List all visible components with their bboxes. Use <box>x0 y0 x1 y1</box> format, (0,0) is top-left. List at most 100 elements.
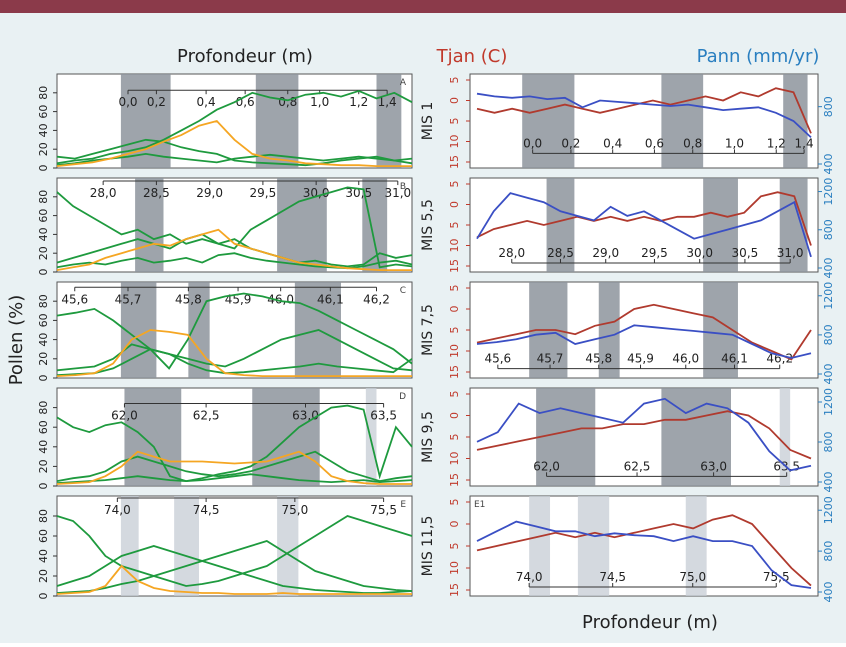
tjan-tick-label: 5 <box>448 543 461 550</box>
tjan-tick-label: 0 <box>448 201 461 208</box>
y-tick-label: 60 <box>37 529 50 543</box>
tjan-tick-label: 5 <box>448 434 461 441</box>
depth-tick-label: 0,6 <box>645 136 664 150</box>
shaded-band <box>779 388 791 486</box>
shaded-band <box>255 74 299 168</box>
climate-series-tjan <box>476 87 812 134</box>
depth-tick-label: 45,9 <box>627 352 654 366</box>
panel-letter: D <box>399 392 406 402</box>
tjan-tick-label: 15 <box>448 155 461 169</box>
depth-tick-label: 63,0 <box>700 459 727 473</box>
climate-series-pann <box>476 192 812 258</box>
y-tick-label: 60 <box>37 313 50 327</box>
y-tick-label: 0 <box>37 593 50 600</box>
pollen-series-green-2 <box>56 545 413 594</box>
shaded-band <box>536 388 596 486</box>
pann-tick-label: 800 <box>822 96 835 117</box>
tjan-tick-label: 5 <box>448 118 461 125</box>
y-tick-label: 40 <box>37 227 50 241</box>
depth-tick-label: 74,5 <box>599 570 626 584</box>
y-tick-label: 40 <box>37 333 50 347</box>
depth-tick-label: 62,0 <box>111 408 138 422</box>
shaded-band <box>120 74 171 168</box>
depth-tick-label: 29,5 <box>641 246 668 260</box>
depth-tick-label: 74,0 <box>516 570 543 584</box>
y-tick-label: 20 <box>37 459 50 473</box>
shaded-band <box>252 388 320 486</box>
tjan-tick-label: 5 <box>448 222 461 229</box>
depth-tick-label: 45,7 <box>115 292 142 306</box>
pollen-series-green-1 <box>56 138 413 167</box>
pollen-series-green-1 <box>56 292 413 370</box>
depth-tick-label: 45,7 <box>537 352 564 366</box>
climate-panel-2: MIS 5,5 15 10 5 0 5 400 800 1200 28,0 28,5 29,0 29,5… <box>420 177 835 279</box>
y-tick-label: 20 <box>37 246 50 260</box>
climate-series-tjan <box>476 514 812 587</box>
mis-label: MIS 11,5 <box>420 516 436 577</box>
panel-letter: B <box>400 182 406 192</box>
y-tick-label: 80 <box>37 86 50 100</box>
depth-tick-label: 0,4 <box>197 95 216 109</box>
depth-tick-label: 63,0 <box>292 408 319 422</box>
y-tick-label: 20 <box>37 352 50 366</box>
tjan-tick-label: 5 <box>448 499 461 506</box>
tjan-tick-label: 10 <box>448 561 461 575</box>
shaded-band <box>174 496 199 596</box>
shaded-band <box>598 282 620 378</box>
depth-tick-label: 62,5 <box>624 459 651 473</box>
shaded-band <box>120 496 139 596</box>
pollen-y-axis-label: Pollen (%) <box>6 295 27 386</box>
pollen-series-orange-4 <box>56 119 412 167</box>
tjan-tick-label: 15 <box>448 473 461 487</box>
pann-tick-label: 1200 <box>822 178 835 206</box>
depth-tick-label: 1,2 <box>767 136 786 150</box>
climate-series-tjan <box>476 191 812 246</box>
depth-tick-label: 30,0 <box>686 246 713 260</box>
depth-tick-label: 0,8 <box>683 136 702 150</box>
tjan-tick-label: 0 <box>448 412 461 419</box>
depth-tick-label: 28,0 <box>498 246 525 260</box>
panel-letter: E1 <box>474 500 485 510</box>
depth-tick-label: 31,0 <box>777 246 804 260</box>
shaded-band <box>277 496 299 596</box>
pollen-series-green-1 <box>56 515 413 587</box>
y-tick-label: 0 <box>37 483 50 490</box>
climate-panel-5: MIS 11,5 15 10 5 0 5 400 800 1200 74,0 74,5 75,0 75,… <box>420 495 835 603</box>
depth-tick-label: 31,0 <box>384 186 411 200</box>
y-tick-label: 80 <box>37 401 50 415</box>
mis-label: MIS 7,5 <box>420 304 436 356</box>
pollen-series-green-3 <box>56 348 413 376</box>
tjan-tick-label: 0 <box>448 521 461 528</box>
depth-tick-label: 1,2 <box>349 95 368 109</box>
pann-tick-label: 1200 <box>822 388 835 416</box>
y-tick-label: 40 <box>37 440 50 454</box>
pollen-series-green-1 <box>56 186 413 269</box>
tjan-tick-label: 5 <box>448 77 461 84</box>
pollen-series-orange-4 <box>56 564 412 595</box>
y-tick-label: 60 <box>37 105 50 119</box>
tjan-tick-label: 5 <box>448 327 461 334</box>
tjan-tick-label: 10 <box>448 239 461 253</box>
tjan-tick-label: 15 <box>448 583 461 597</box>
pann-title: Pann (mm/yr) <box>697 46 820 67</box>
shaded-band <box>783 74 808 168</box>
pann-tick-label: 400 <box>822 154 835 175</box>
tjan-tick-label: 5 <box>448 181 461 188</box>
depth-tick-label: 29,0 <box>196 186 223 200</box>
tjan-tick-label: 0 <box>448 306 461 313</box>
depth-tick-label: 0,2 <box>561 136 580 150</box>
tjan-tick-label: 5 <box>448 391 461 398</box>
y-tick-label: 40 <box>37 549 50 563</box>
depth-tick-label: 30,5 <box>732 246 759 260</box>
pollen-panel-frame <box>56 495 413 597</box>
depth-tick-label: 1,4 <box>378 95 397 109</box>
shaded-band <box>277 178 327 272</box>
depth-tick-label: 45,6 <box>61 292 88 306</box>
depth-tick-label: 75,0 <box>679 570 706 584</box>
tjan-tick-label: 15 <box>448 365 461 379</box>
depth-tick-label: 28,0 <box>90 186 117 200</box>
depth-tick-label: 0,0 <box>523 136 542 150</box>
pollen-series-green-2 <box>56 329 413 372</box>
